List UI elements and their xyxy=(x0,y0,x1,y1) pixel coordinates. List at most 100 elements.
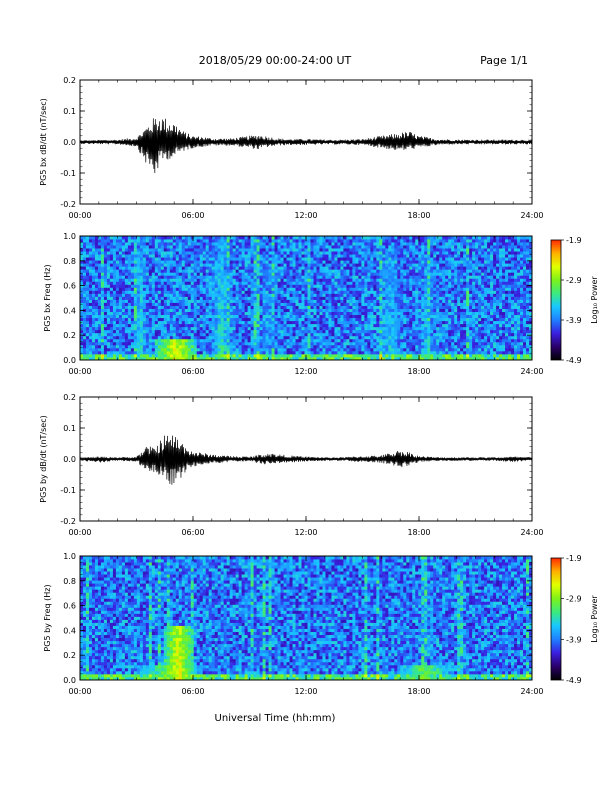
spectrogram-cell xyxy=(385,254,389,258)
spectrogram-cell xyxy=(418,236,422,240)
spectrogram-cell xyxy=(385,344,389,349)
spectrogram-cell xyxy=(115,257,120,261)
spectrogram-cell xyxy=(277,287,281,291)
spectrogram-cell xyxy=(412,335,416,340)
spectrogram-cell xyxy=(109,266,114,270)
spectrogram-cell xyxy=(103,251,108,255)
spectrogram-cell xyxy=(370,245,374,249)
spectrogram-cell xyxy=(226,353,231,358)
spectrogram-cell xyxy=(217,305,222,309)
spectrogram-cell xyxy=(169,317,174,322)
spectrogram-cell xyxy=(241,335,246,340)
spectrogram-cell xyxy=(145,344,150,349)
spectrogram-cell xyxy=(208,347,213,352)
spectrogram-cell xyxy=(376,317,380,322)
spectrogram-cell xyxy=(169,338,174,343)
spectrogram-cell xyxy=(379,296,383,300)
spectrogram-cell xyxy=(190,320,195,325)
spectrogram-cell xyxy=(217,341,222,346)
spectrogram-cell xyxy=(166,308,171,313)
spectrogram-cell xyxy=(382,257,386,261)
spectrogram-cell xyxy=(136,287,141,291)
spectrogram-cell xyxy=(427,320,431,325)
spectrogram-cell xyxy=(220,239,225,243)
spectrogram-cell xyxy=(103,326,108,331)
spectrogram-cell xyxy=(172,290,177,294)
spectrogram-cell xyxy=(280,314,284,319)
spectrogram-cell xyxy=(211,302,216,306)
spectrogram-cell xyxy=(112,344,117,349)
spectrogram-cell xyxy=(91,353,96,358)
spectrogram-cell xyxy=(340,317,344,322)
spectrogram-cell xyxy=(139,281,144,285)
spectrogram-cell xyxy=(424,344,428,349)
spectrogram-cell xyxy=(82,299,87,303)
spectrogram-cell xyxy=(193,293,198,297)
spectrogram-cell xyxy=(349,332,353,337)
spectrogram-cell xyxy=(391,287,395,291)
spectrogram-cell xyxy=(97,236,102,240)
spectrogram-cell xyxy=(223,272,228,276)
spectrogram-cell xyxy=(226,293,231,297)
spectrogram-cell xyxy=(409,329,413,334)
spectrogram-cell xyxy=(181,284,186,288)
spectrogram-cell xyxy=(295,242,299,246)
spectrogram-cell xyxy=(163,341,168,346)
spectrogram-cell xyxy=(199,236,204,240)
spectrogram-cell xyxy=(292,296,296,300)
spectrogram-cell xyxy=(244,281,249,285)
spectrogram-cell xyxy=(412,329,416,334)
spectrogram-cell xyxy=(337,296,341,300)
spectrogram-cell xyxy=(223,251,228,255)
spectrogram-cell xyxy=(343,314,347,319)
spectrogram-cell xyxy=(97,293,102,297)
spectrogram-cell xyxy=(382,299,386,303)
spectrogram-cell xyxy=(337,308,341,313)
spectrogram-cell xyxy=(244,311,249,316)
spectrogram-cell xyxy=(202,299,207,303)
spectrogram-cell xyxy=(403,314,407,319)
spectrogram-cell xyxy=(352,305,356,309)
spectrogram-cell xyxy=(130,290,135,294)
spectrogram-cell xyxy=(151,287,156,291)
spectrogram-cell xyxy=(181,311,186,316)
spectrogram-cell xyxy=(265,347,269,352)
spectrogram-cell xyxy=(265,281,269,285)
spectrogram-cell xyxy=(346,281,350,285)
spectrogram-cell xyxy=(433,305,437,309)
spectrogram-cell xyxy=(316,305,320,309)
spectrogram-cell xyxy=(355,347,359,352)
spectrogram-cell xyxy=(358,275,362,279)
spectrogram-cell xyxy=(154,338,159,343)
spectrogram-cell xyxy=(316,335,320,340)
spectrogram-cell xyxy=(226,317,231,322)
spectrogram-cell xyxy=(388,296,392,300)
spectrogram-cell xyxy=(106,284,111,288)
spectrogram-cell xyxy=(130,308,135,313)
spectrogram-cell xyxy=(229,302,234,306)
spectrogram-cell xyxy=(376,242,380,246)
spectrogram-cell xyxy=(277,281,281,285)
spectrogram-cell xyxy=(211,242,216,246)
spectrogram-cell xyxy=(80,311,84,316)
spectrogram-cell xyxy=(97,272,102,276)
spectrogram-cell xyxy=(328,326,332,331)
spectrogram-cell xyxy=(82,278,87,282)
spectrogram-cell xyxy=(286,326,290,331)
spectrogram-cell xyxy=(331,275,335,279)
spectrogram-cell xyxy=(172,293,177,297)
spectrogram-cell xyxy=(172,266,177,270)
spectrogram-cell xyxy=(277,269,281,273)
spectrogram-cell xyxy=(103,272,108,276)
spectrogram-cell xyxy=(340,293,344,297)
spectrogram-cell xyxy=(367,275,371,279)
spectrogram-cell xyxy=(418,332,422,337)
spectrogram-cell xyxy=(382,305,386,309)
spectrogram-cell xyxy=(289,296,293,300)
spectrogram-cell xyxy=(253,257,258,261)
spectrogram-cell xyxy=(106,353,111,358)
spectrogram-cell xyxy=(244,251,249,255)
spectrogram-cell xyxy=(175,287,180,291)
spectrogram-cell xyxy=(301,299,305,303)
spectrogram-cell xyxy=(334,242,338,246)
